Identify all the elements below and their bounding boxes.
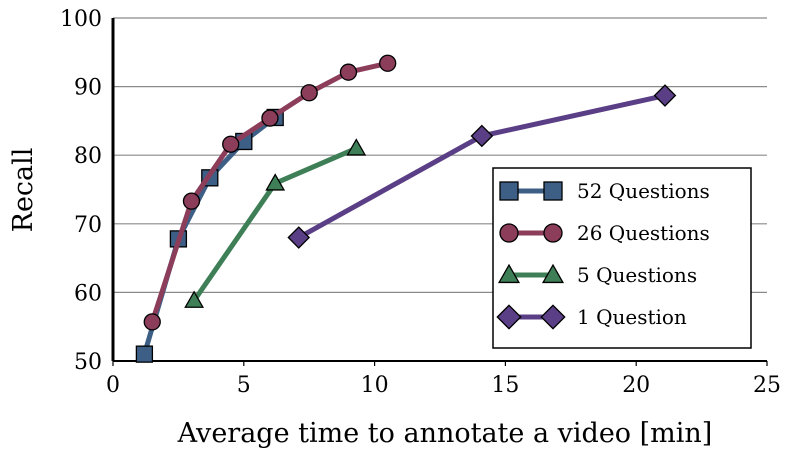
y-tick-label-80: 80 [74, 144, 102, 169]
legend-label-1: 26 Questions [577, 221, 710, 245]
data-point-2-1 [265, 173, 286, 191]
data-point-1-6 [379, 54, 397, 72]
legend-label-2: 5 Questions [577, 263, 697, 287]
series-1 [143, 54, 397, 331]
legend-marker-end-0 [543, 181, 563, 201]
legend: 52 Questions 26 Questions 5 Questions 1 Que… [492, 167, 752, 349]
legend-label-0: 52 Questions [577, 179, 710, 203]
x-tick-label-10: 10 [361, 373, 389, 398]
x-axis-label: Average time to annotate a video [min] [177, 418, 713, 449]
legend-marker-start-1 [499, 223, 519, 243]
data-point-3-2 [653, 84, 677, 107]
tick-labels: 50 60 70 80 90 100 0 5 10 15 20 25 [60, 7, 781, 398]
data-point-0-0 [135, 345, 154, 363]
data-point-1-3 [261, 109, 279, 127]
legend-marker-start-0 [499, 181, 519, 201]
y-axis-label: Recall [8, 148, 39, 233]
data-point-1-2 [222, 135, 240, 153]
data-point-1-1 [182, 192, 201, 210]
legend-marker-end-1 [543, 223, 563, 243]
x-tick-label-5: 5 [237, 373, 251, 398]
data-series [135, 54, 677, 363]
legend-marker-end-3 [540, 304, 566, 330]
legend-marker-start-3 [496, 304, 522, 330]
x-tick-label-15: 15 [491, 373, 519, 398]
data-point-1-5 [339, 63, 358, 81]
legend-marker-start-2 [497, 263, 521, 284]
data-point-1-4 [300, 84, 318, 102]
legend-marker-end-2 [541, 263, 565, 284]
data-point-2-0 [184, 290, 205, 308]
series-3 [287, 84, 677, 249]
y-tick-label-90: 90 [74, 76, 102, 101]
x-tick-label-25: 25 [753, 373, 781, 398]
series-2 [184, 138, 367, 308]
legend-label-3: 1 Question [577, 305, 687, 329]
x-tick-label-0: 0 [106, 373, 120, 398]
y-tick-label-100: 100 [60, 7, 102, 32]
x-tick-label-20: 20 [622, 373, 650, 398]
data-point-3-1 [470, 124, 494, 148]
y-tick-label-60: 60 [74, 281, 102, 306]
series-line-0 [141, 115, 277, 355]
data-point-1-0 [143, 313, 161, 331]
y-tick-label-70: 70 [74, 213, 102, 238]
axes [111, 18, 767, 362]
data-point-3-0 [287, 226, 311, 249]
data-point-2-2 [346, 138, 367, 156]
y-tick-label-50: 50 [74, 350, 102, 375]
